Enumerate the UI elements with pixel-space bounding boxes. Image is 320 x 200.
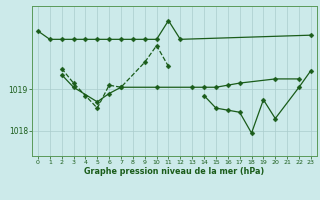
X-axis label: Graphe pression niveau de la mer (hPa): Graphe pression niveau de la mer (hPa): [84, 167, 265, 176]
